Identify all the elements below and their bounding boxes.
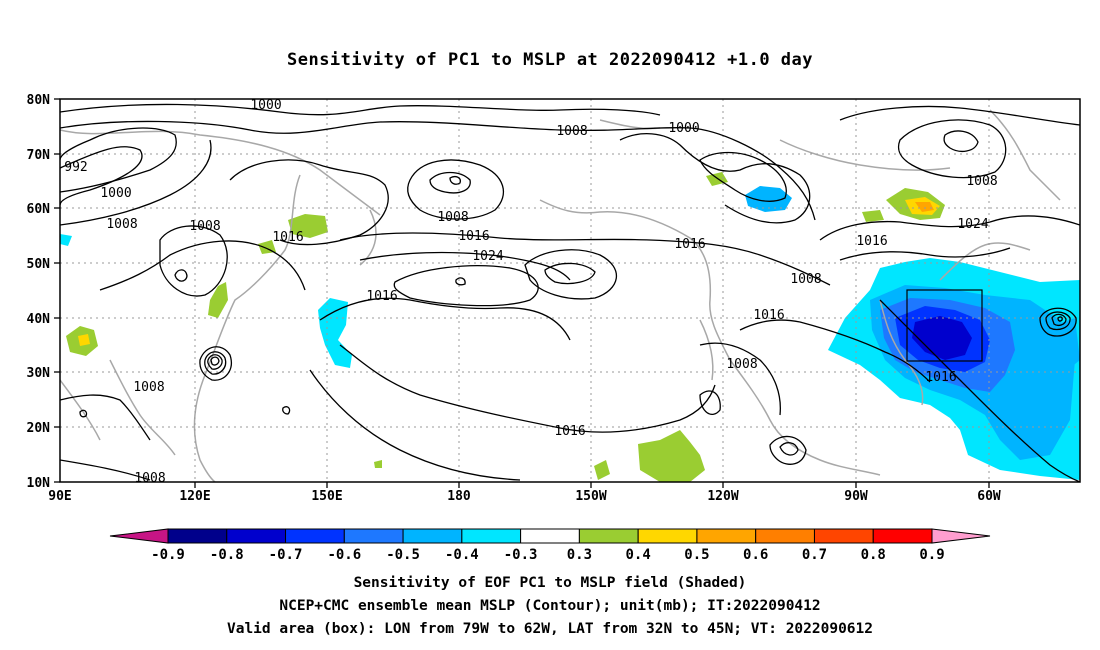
colorbar-label: 0.9 — [919, 547, 944, 563]
lon-label: 60W — [977, 489, 1001, 504]
contour-label: 1016 — [554, 424, 585, 439]
contour-label: 1008 — [790, 272, 821, 287]
colorbar-swatch — [167, 528, 228, 544]
colorbar-label: 0.8 — [861, 547, 886, 563]
contour-label: 1008 — [556, 124, 587, 139]
positive-sensitivity-region — [915, 202, 934, 212]
lon-label: 150W — [575, 489, 606, 504]
contour-label: 1016 — [925, 370, 956, 385]
contour-label: 1008 — [106, 217, 137, 232]
lat-label: 20N — [27, 421, 51, 436]
map-title: Sensitivity of PC1 to MSLP at 2022090412… — [286, 50, 813, 70]
plot-frame — [59, 98, 1081, 483]
colorbar-swatch — [226, 528, 287, 544]
positive-sensitivity-region — [374, 460, 382, 468]
colorbar-label: 0.4 — [626, 547, 651, 563]
colorbar-swatch — [696, 528, 757, 544]
colorbar-swatch — [343, 528, 404, 544]
lat-label: 70N — [27, 148, 51, 163]
contour-label: 1016 — [366, 289, 397, 304]
negative-sensitivity-region — [912, 316, 972, 360]
colorbar-label: -0.5 — [386, 547, 420, 563]
lon-label: 120E — [179, 489, 210, 504]
positive-sensitivity-region — [594, 460, 610, 480]
colorbar-label: -0.4 — [445, 547, 479, 563]
contour-label: 1024 — [957, 217, 988, 232]
colorbar-label: 0.6 — [743, 547, 768, 563]
contour-label: 1008 — [133, 380, 164, 395]
colorbar-label: -0.9 — [151, 547, 185, 563]
coastlines — [60, 109, 1061, 482]
axis-ticks — [54, 98, 990, 488]
lat-label: 50N — [27, 257, 51, 272]
lat-label: 80N — [27, 93, 51, 108]
contour-label: 1016 — [674, 237, 705, 252]
mslp-contours — [60, 103, 1080, 482]
contour-label: 1000 — [668, 121, 699, 136]
contour-label: 1016 — [458, 229, 489, 244]
positive-sensitivity-region — [78, 334, 90, 346]
colorbar-label: -0.8 — [210, 547, 244, 563]
negative-sensitivity-region — [60, 234, 72, 246]
colorbar-arrow-high — [931, 528, 991, 544]
lat-label: 40N — [27, 312, 51, 327]
contour-label: 1016 — [753, 308, 784, 323]
contour-label: 1000 — [250, 98, 281, 113]
lon-label: 120W — [707, 489, 738, 504]
colorbar: -0.9 -0.8 -0.7 -0.6 -0.5 -0.4 -0.3 0.3 0.4 0.5 0.6… — [109, 528, 991, 563]
colorbar-label: -0.7 — [269, 547, 303, 563]
valid-area-box — [906, 289, 983, 362]
colorbar-label: 0.3 — [567, 547, 592, 563]
lon-label: 90W — [844, 489, 868, 504]
colorbar-swatch — [402, 528, 463, 544]
longitude-labels: 90E 120E 150E 180 150W 120W 90W 60W — [48, 489, 1001, 504]
positive-sensitivity-region — [208, 282, 228, 318]
colorbar-swatch — [755, 528, 815, 544]
colorbar-label: -0.6 — [327, 547, 361, 563]
contour-label: 992 — [64, 160, 87, 175]
contour-label: 1008 — [134, 471, 165, 486]
lon-label: 90E — [48, 489, 71, 504]
colorbar-swatch — [461, 528, 522, 544]
contour-label: 1024 — [472, 249, 503, 264]
positive-sensitivity-region — [288, 214, 328, 238]
lat-label: 30N — [27, 366, 51, 381]
contour-label: 1016 — [272, 230, 303, 245]
caption-shading: Sensitivity of EOF PC1 to MSLP field (Sh… — [353, 575, 747, 591]
colorbar-swatch — [285, 528, 345, 544]
colorbar-swatch — [872, 528, 933, 544]
colorbar-swatch — [520, 528, 580, 544]
caption-contour: NCEP+CMC ensemble mean MSLP (Contour); u… — [279, 598, 821, 614]
contour-label: 1008 — [726, 357, 757, 372]
lon-label: 180 — [447, 489, 471, 504]
contour-label: 1008 — [189, 219, 220, 234]
contour-label: 1008 — [437, 210, 468, 225]
colorbar-swatch — [578, 528, 639, 544]
contour-label: 1016 — [856, 234, 887, 249]
colorbar-swatch — [813, 528, 874, 544]
caption-valid-area: Valid area (box): LON from 79W to 62W, L… — [226, 621, 873, 637]
positive-sensitivity-region — [638, 430, 705, 482]
lat-label: 10N — [27, 476, 51, 491]
lon-label: 150E — [311, 489, 342, 504]
contour-labels: 1000 1008 992 1000 1008 1008 1016 1008 1… — [64, 98, 997, 486]
lat-label: 60N — [27, 202, 51, 217]
colorbar-arrow-low — [109, 528, 169, 544]
contour-label: 1000 — [100, 186, 131, 201]
positive-sensitivity-region — [862, 210, 884, 222]
latitude-labels: 80N 70N 60N 50N 40N 30N 20N 10N — [27, 93, 51, 491]
colorbar-label: -0.3 — [504, 547, 538, 563]
negative-sensitivity-region — [745, 186, 792, 212]
contour-label: 1008 — [966, 174, 997, 189]
colorbar-label: 0.5 — [684, 547, 709, 563]
colorbar-label: 0.7 — [802, 547, 827, 563]
colorbar-swatch — [637, 528, 698, 544]
